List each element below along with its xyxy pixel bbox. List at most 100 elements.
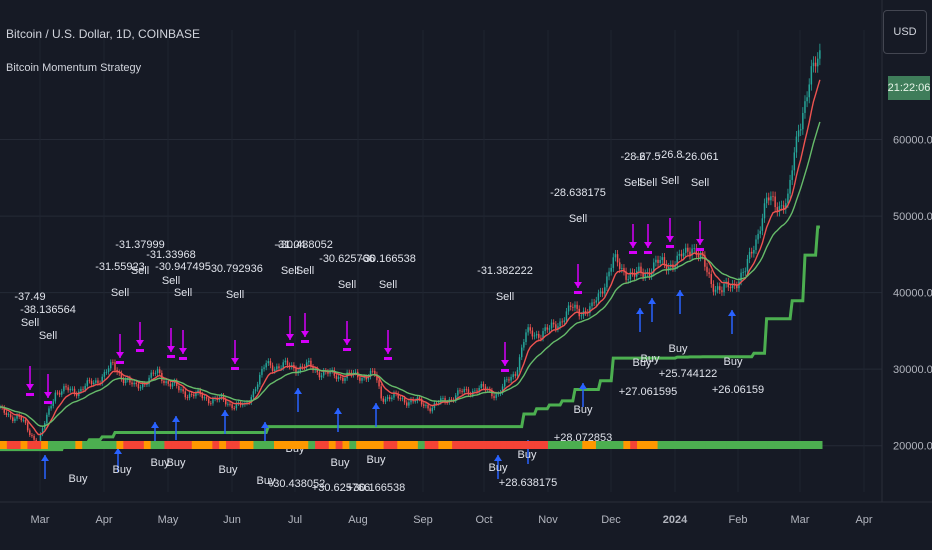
regime-bar-segment — [691, 441, 700, 449]
regime-bar-segment — [171, 441, 179, 449]
buy-label: Buy — [113, 464, 132, 476]
candle-body — [50, 406, 52, 409]
candle-body — [699, 252, 702, 258]
regime-bar-segment — [342, 441, 350, 449]
regime-bar-segment — [54, 441, 63, 449]
regime-bar-segment — [431, 441, 439, 449]
regime-bar-segment — [219, 441, 227, 449]
candle-body — [195, 392, 197, 397]
candle-body — [482, 383, 485, 387]
regime-bar-segment — [486, 441, 494, 449]
candle-body — [574, 304, 576, 308]
candle-body — [816, 58, 819, 67]
regime-bar-segment — [465, 441, 474, 449]
candle-body — [604, 287, 606, 294]
regime-bar-segment — [102, 441, 111, 449]
candle-body — [503, 379, 506, 387]
candle-body — [629, 272, 632, 280]
candle-body — [256, 384, 259, 390]
candle-body — [263, 367, 265, 369]
regime-bar-segment — [815, 441, 823, 449]
candle-body — [501, 386, 504, 393]
candle-body — [201, 394, 204, 399]
sell-pnl-label: -31.37999 — [115, 239, 165, 251]
candle-body — [584, 310, 587, 313]
candle-body — [804, 101, 806, 113]
candle-body — [101, 376, 103, 384]
sell-label: Sell — [131, 265, 149, 277]
candle-body — [405, 402, 408, 406]
candle-body — [457, 390, 459, 396]
candle-body — [557, 326, 559, 330]
regime-bar-segment — [397, 441, 405, 449]
buy-label: Buy — [518, 449, 537, 461]
candle-body — [544, 327, 546, 332]
sell-arrow-head — [501, 360, 509, 366]
buy-pnl-label: +28.638175 — [499, 477, 557, 489]
regime-bar-segment — [383, 441, 391, 449]
candle-body — [695, 248, 698, 255]
candle-body — [180, 389, 182, 391]
candle-body — [474, 390, 476, 392]
candle-body — [173, 381, 176, 384]
regime-bar-segment — [637, 441, 645, 449]
sell-arrow-head — [116, 352, 124, 358]
sell-arrow-head — [167, 346, 175, 352]
regime-bar-segment — [123, 441, 131, 449]
sell-marker — [116, 361, 124, 364]
regime-bar-segment — [321, 441, 330, 449]
regime-bar-segment — [274, 441, 282, 449]
currency-button[interactable]: USD — [883, 10, 927, 54]
sell-marker — [179, 357, 187, 360]
candle-body — [776, 207, 779, 212]
regime-bar-segment — [472, 441, 480, 449]
candle-body — [20, 416, 23, 421]
candle-body — [427, 405, 429, 409]
candle-body — [171, 383, 174, 387]
candle-body — [559, 321, 561, 327]
candle-body — [638, 266, 640, 271]
candle-body — [761, 218, 764, 231]
candle-body — [124, 379, 127, 384]
buy-pnl-label: +27.061595 — [619, 386, 677, 398]
candle-body — [75, 393, 78, 397]
regime-bar-segment — [41, 441, 49, 449]
sell-pnl-label: -38.136564 — [20, 304, 76, 316]
regime-bar-segment — [253, 441, 261, 449]
x-tick-label: 2024 — [663, 514, 688, 526]
candle-body — [708, 272, 710, 275]
candle-body — [495, 394, 497, 398]
candle-body — [114, 362, 116, 370]
candle-body — [642, 272, 644, 278]
candle-body — [3, 407, 6, 413]
candle-body — [533, 335, 536, 337]
symbol-title: Bitcoin / U.S. Dollar, 1D, COINBASE — [6, 27, 201, 41]
candle-body — [589, 306, 591, 314]
sell-marker — [574, 291, 582, 294]
candle-body — [795, 136, 798, 153]
candle-body — [131, 382, 133, 385]
regime-bar-segment — [315, 441, 323, 449]
candle-body — [67, 387, 69, 391]
candle-body — [233, 408, 235, 409]
candle-body — [765, 197, 768, 204]
candle-body — [348, 372, 350, 374]
indicator-name[interactable]: Bitcoin Momentum Strategy — [6, 62, 142, 74]
candle-body — [465, 389, 468, 390]
buy-arrow-head — [676, 290, 684, 296]
candle-body — [682, 252, 685, 257]
candle-body — [16, 415, 18, 419]
regime-bar-segment — [356, 441, 364, 449]
candle-body — [712, 284, 715, 292]
candle-body — [480, 383, 483, 388]
regime-bar-segment — [178, 441, 186, 449]
candle-body — [61, 391, 63, 395]
candle-body — [261, 368, 263, 375]
candle-body — [286, 360, 289, 366]
regime-bar-segment — [787, 441, 796, 449]
candle-body — [780, 205, 783, 207]
regime-bar-segment — [308, 441, 316, 449]
candle-body — [484, 386, 487, 391]
candle-body — [437, 402, 440, 404]
